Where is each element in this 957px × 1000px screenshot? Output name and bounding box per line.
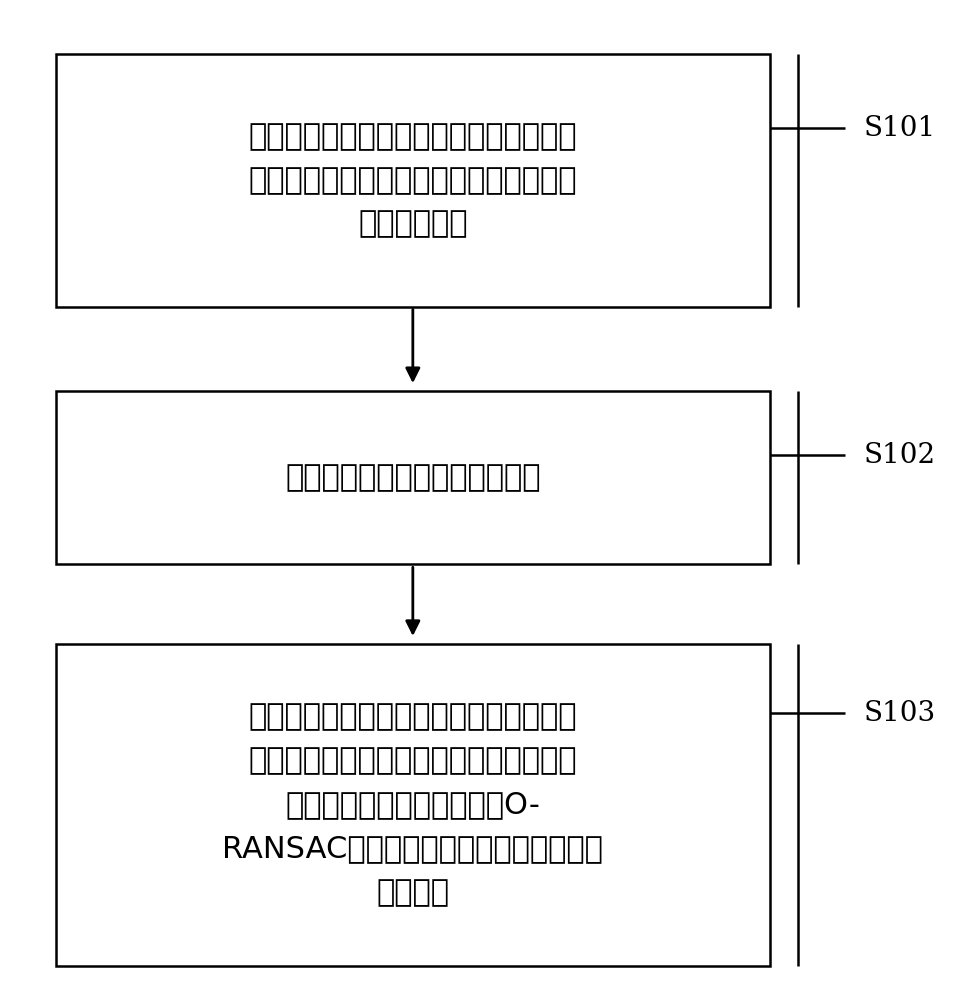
Text: 通过均速前进装置和均速自旋转装置对光
源进行控制并控制规则目标物在匀速前进
时行进自旋转: 通过均速前进装置和均速自旋转装置对光 源进行控制并控制规则目标物在匀速前进 时行…	[249, 122, 577, 239]
Text: S103: S103	[864, 700, 936, 727]
Text: 对获取的所述原始图像进行数据处理，即
采用几何代数算法，对原始图像的快速特
征提取和特征匹配，并采用O-
RANSAC算法对所述原始图像进行图像配
准和融合: 对获取的所述原始图像进行数据处理，即 采用几何代数算法，对原始图像的快速特 征提…	[222, 703, 603, 907]
Text: S102: S102	[864, 442, 936, 469]
FancyBboxPatch shape	[56, 391, 769, 564]
Text: 获取所述规则目标物的原始图像: 获取所述规则目标物的原始图像	[285, 463, 541, 492]
Text: S101: S101	[864, 115, 936, 142]
FancyBboxPatch shape	[56, 644, 769, 966]
FancyBboxPatch shape	[56, 54, 769, 307]
